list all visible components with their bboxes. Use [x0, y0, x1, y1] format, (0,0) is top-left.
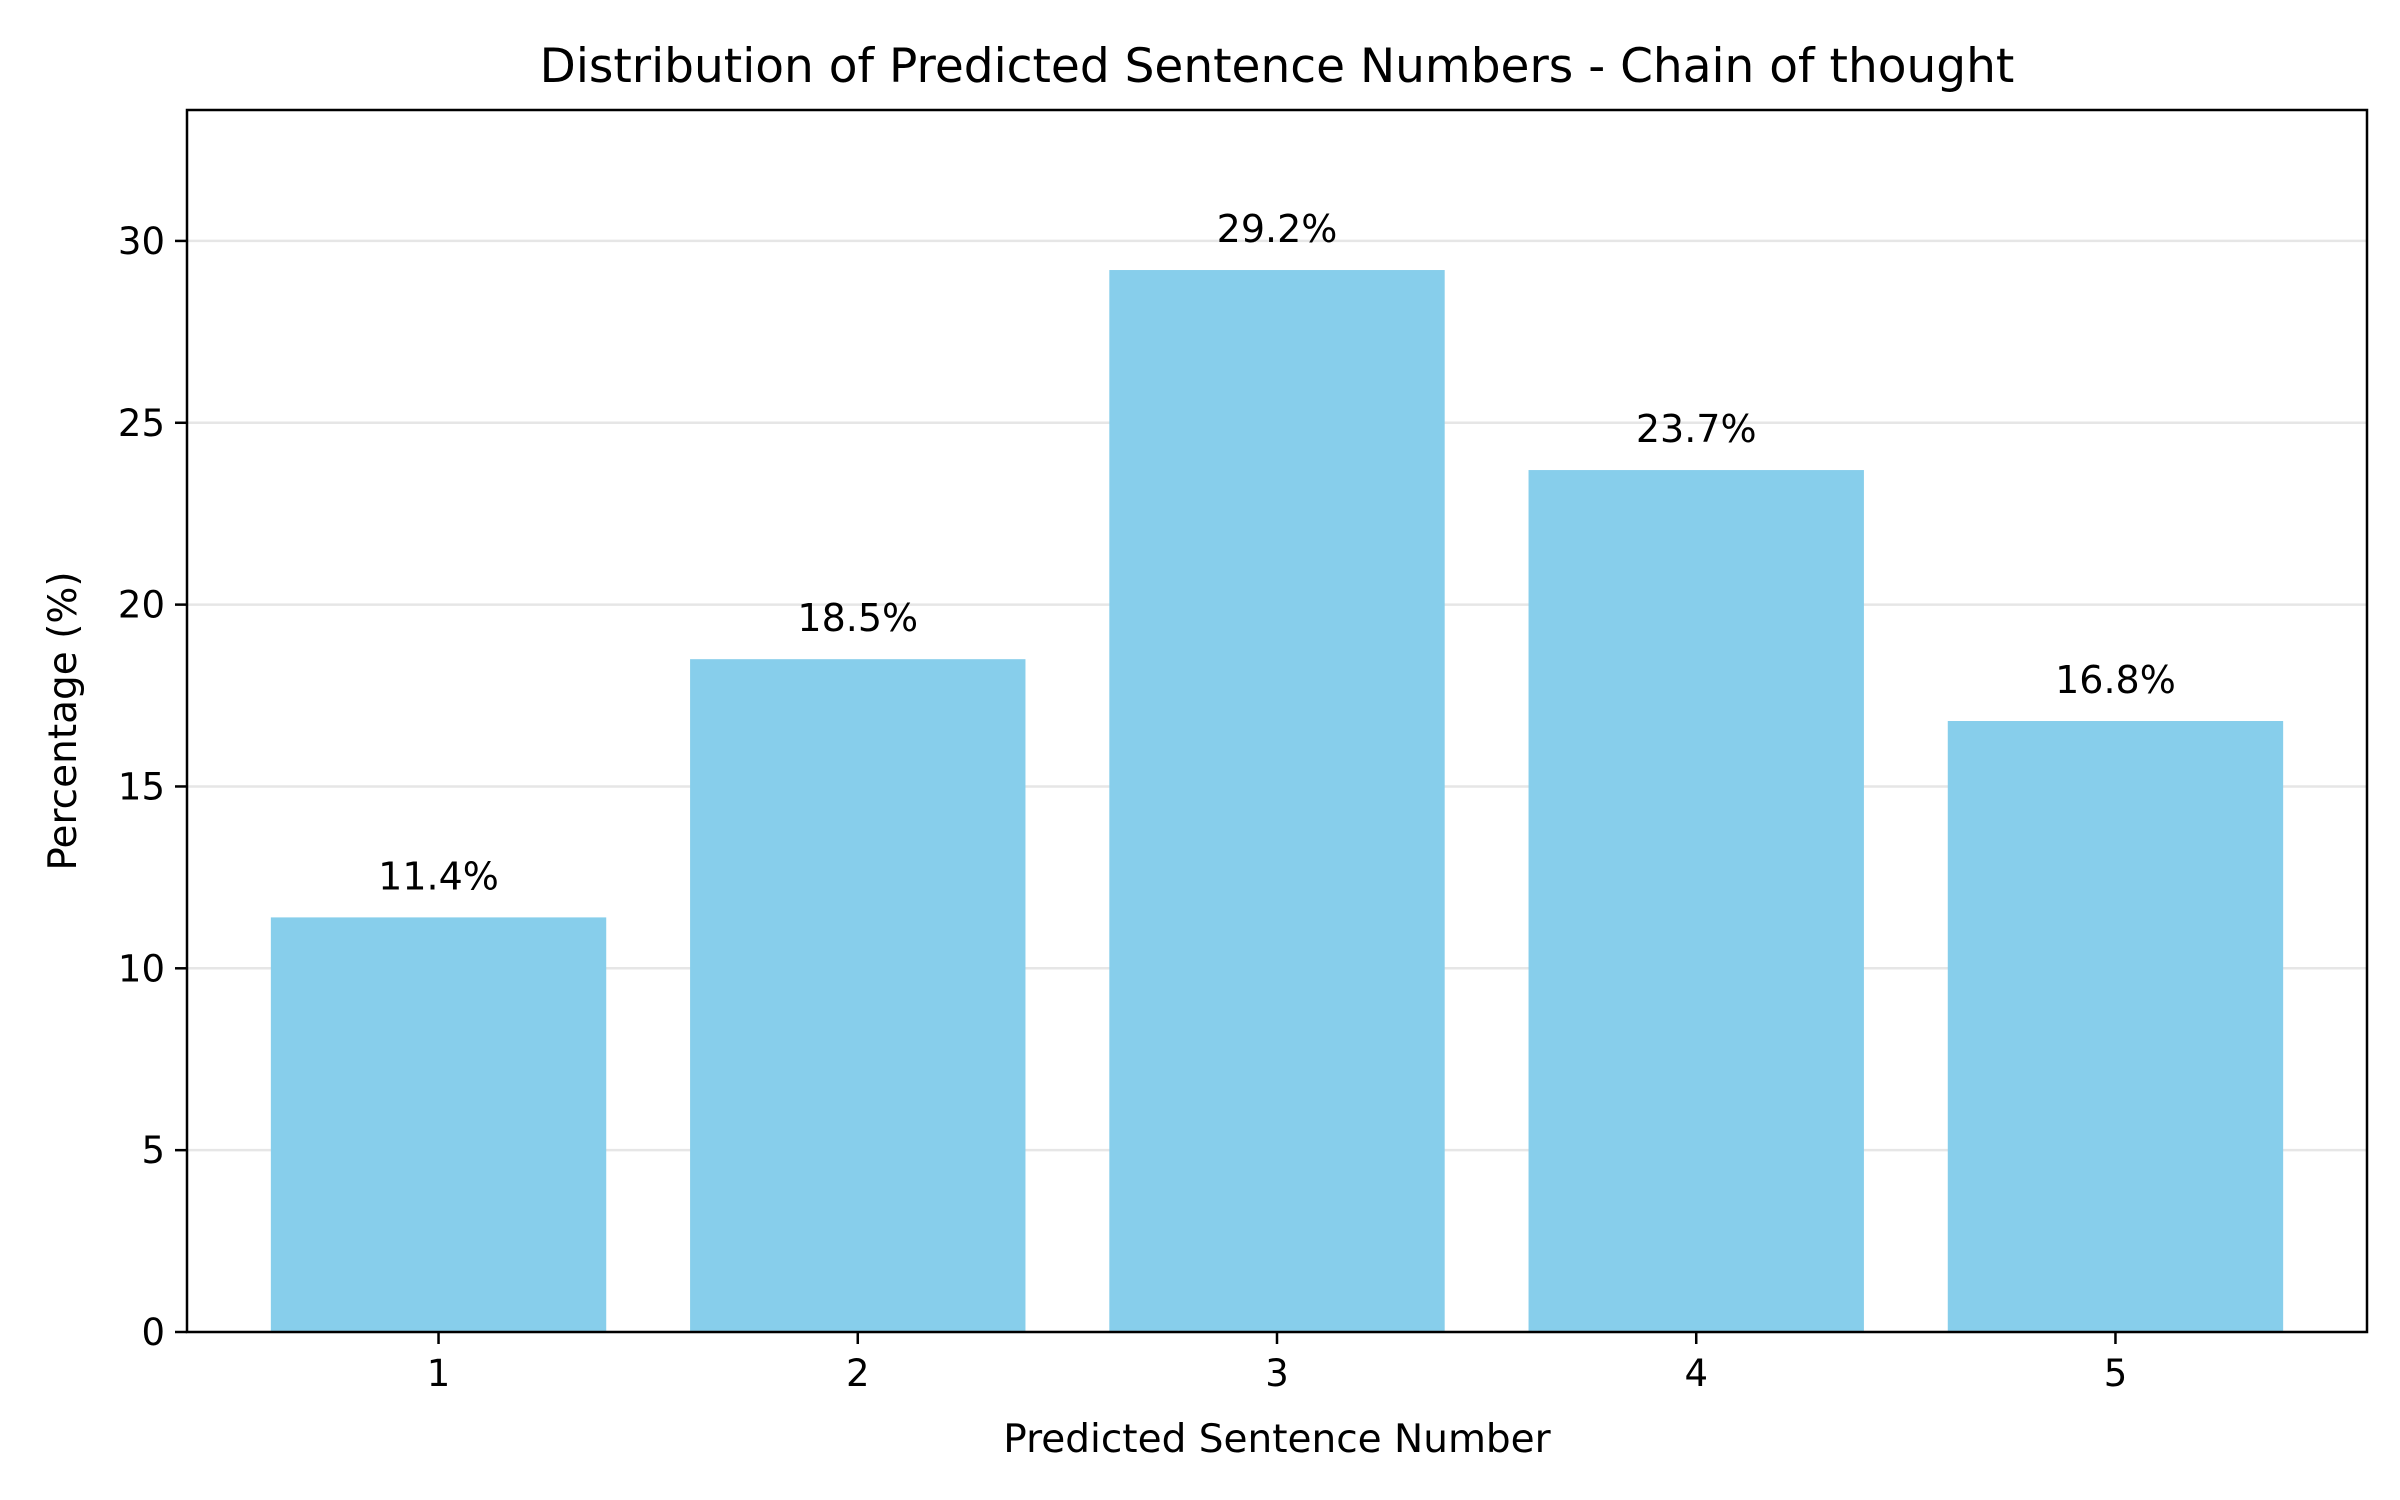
y-tick-label: 5	[141, 1129, 165, 1172]
x-tick-label: 4	[1684, 1352, 1708, 1395]
data-label: 23.7%	[1636, 407, 1757, 451]
data-label: 16.8%	[2055, 658, 2176, 702]
y-tick-label: 20	[118, 584, 165, 627]
x-axis-label: Predicted Sentence Number	[1003, 1417, 1551, 1462]
bar	[1109, 270, 1445, 1332]
bar	[270, 917, 607, 1332]
data-label: 11.4%	[378, 854, 499, 898]
y-tick-label: 15	[118, 765, 165, 808]
y-tick-label: 25	[118, 402, 165, 445]
data-labels: 11.4% 18.5% 29.2% 23.7% 16.8%	[378, 207, 2176, 898]
bars	[270, 270, 2284, 1332]
data-label: 29.2%	[1217, 207, 1338, 251]
x-tick-label: 1	[427, 1352, 451, 1395]
bar	[1528, 470, 1864, 1332]
y-tick-label: 10	[118, 947, 165, 990]
bar	[1947, 721, 2284, 1332]
x-tick-label: 3	[1265, 1352, 1289, 1395]
x-tick-label: 5	[2104, 1352, 2128, 1395]
y-axis-label: Percentage (%)	[41, 571, 86, 870]
chart-title: Distribution of Predicted Sentence Numbe…	[540, 39, 2015, 94]
bar	[690, 659, 1026, 1332]
x-tick-label: 2	[846, 1352, 870, 1395]
y-tick-label: 0	[141, 1311, 165, 1354]
y-tick-label: 30	[118, 220, 165, 263]
data-label: 18.5%	[797, 596, 918, 640]
axis-ticks: 0 5 10 15 20 25 30 1 2 3 4 5	[118, 220, 2127, 1395]
